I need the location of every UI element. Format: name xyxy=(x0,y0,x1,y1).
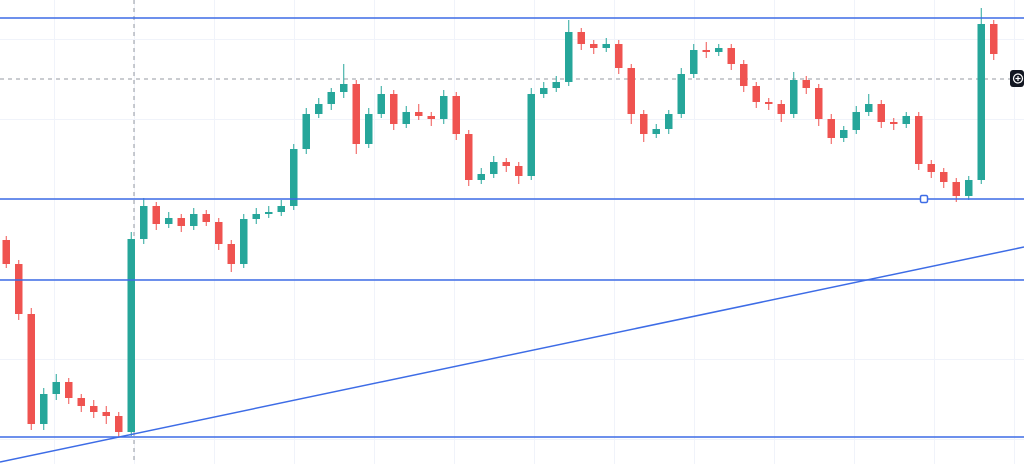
candle-body xyxy=(52,382,60,394)
candle-body xyxy=(527,94,535,176)
candle-body xyxy=(552,82,560,88)
candle-body xyxy=(227,244,235,264)
candle-body xyxy=(765,102,773,104)
candle-body xyxy=(802,80,810,88)
candle-body xyxy=(840,130,848,138)
candle-body xyxy=(602,44,610,48)
candle-body xyxy=(352,84,360,144)
candle-body xyxy=(590,44,598,48)
candle-body xyxy=(390,94,398,124)
candle-body xyxy=(127,239,135,432)
candle-body xyxy=(2,240,10,264)
candle-body xyxy=(302,114,310,149)
candle-body xyxy=(277,206,285,212)
candle-body xyxy=(902,116,910,124)
candle-body xyxy=(290,149,298,206)
candle-body xyxy=(65,382,73,398)
candle-body xyxy=(640,114,648,134)
candle-body xyxy=(252,214,260,219)
candle-body xyxy=(152,206,160,224)
candle-body xyxy=(890,122,898,124)
candle-body xyxy=(452,96,460,134)
candle-body xyxy=(377,94,385,114)
candle-body xyxy=(215,222,223,244)
candle-body xyxy=(465,134,473,180)
candle-body xyxy=(627,68,635,114)
trend-line xyxy=(0,246,1024,463)
candle-body xyxy=(852,112,860,130)
candle-body xyxy=(927,164,935,172)
candle-body xyxy=(652,129,660,134)
candle-body xyxy=(690,50,698,74)
candle-body xyxy=(315,104,323,114)
candle-body xyxy=(677,74,685,114)
candle-body xyxy=(327,92,335,104)
candle-body xyxy=(165,218,173,224)
candle-body xyxy=(702,50,710,52)
candle-body xyxy=(340,84,348,92)
candle-body xyxy=(565,32,573,82)
candle-body xyxy=(415,112,423,116)
candle-body xyxy=(990,24,998,54)
candle-body xyxy=(202,214,210,222)
candle-body xyxy=(15,264,23,314)
candle-body xyxy=(77,398,85,406)
candle-body xyxy=(440,96,448,119)
candle-body xyxy=(265,212,273,214)
candle-body xyxy=(940,172,948,182)
candle-body xyxy=(977,24,985,180)
candle-body xyxy=(90,406,98,412)
candle-body xyxy=(815,88,823,119)
candle-body xyxy=(777,104,785,114)
candle-body xyxy=(727,48,735,64)
candle-body xyxy=(177,218,185,226)
candle-body xyxy=(915,116,923,164)
candle-body xyxy=(190,214,198,226)
candle-body xyxy=(952,182,960,196)
level-handle xyxy=(919,194,929,204)
candle-body xyxy=(427,116,435,119)
candle-body xyxy=(27,314,35,424)
candle-body xyxy=(515,166,523,176)
candle-body xyxy=(102,412,110,416)
candle-body xyxy=(752,86,760,102)
candle-body xyxy=(865,104,873,112)
candle-body xyxy=(240,219,248,264)
candle-body xyxy=(740,64,748,86)
candle-body xyxy=(877,104,885,122)
add-button[interactable] xyxy=(1010,70,1024,87)
candle-body xyxy=(965,180,973,196)
candle-body xyxy=(402,112,410,124)
candle-body xyxy=(365,114,373,144)
candle-body xyxy=(140,206,148,239)
candle-body xyxy=(615,44,623,68)
candle-body xyxy=(115,416,123,432)
candle-body xyxy=(477,174,485,180)
candle-body xyxy=(665,114,673,129)
candle-body xyxy=(540,88,548,94)
candle-body xyxy=(490,162,498,174)
candle-body xyxy=(40,394,48,424)
candle-body xyxy=(790,80,798,114)
candle-body xyxy=(502,162,510,166)
candle-body xyxy=(827,119,835,138)
candle-body xyxy=(577,32,585,44)
candle-body xyxy=(715,48,723,52)
